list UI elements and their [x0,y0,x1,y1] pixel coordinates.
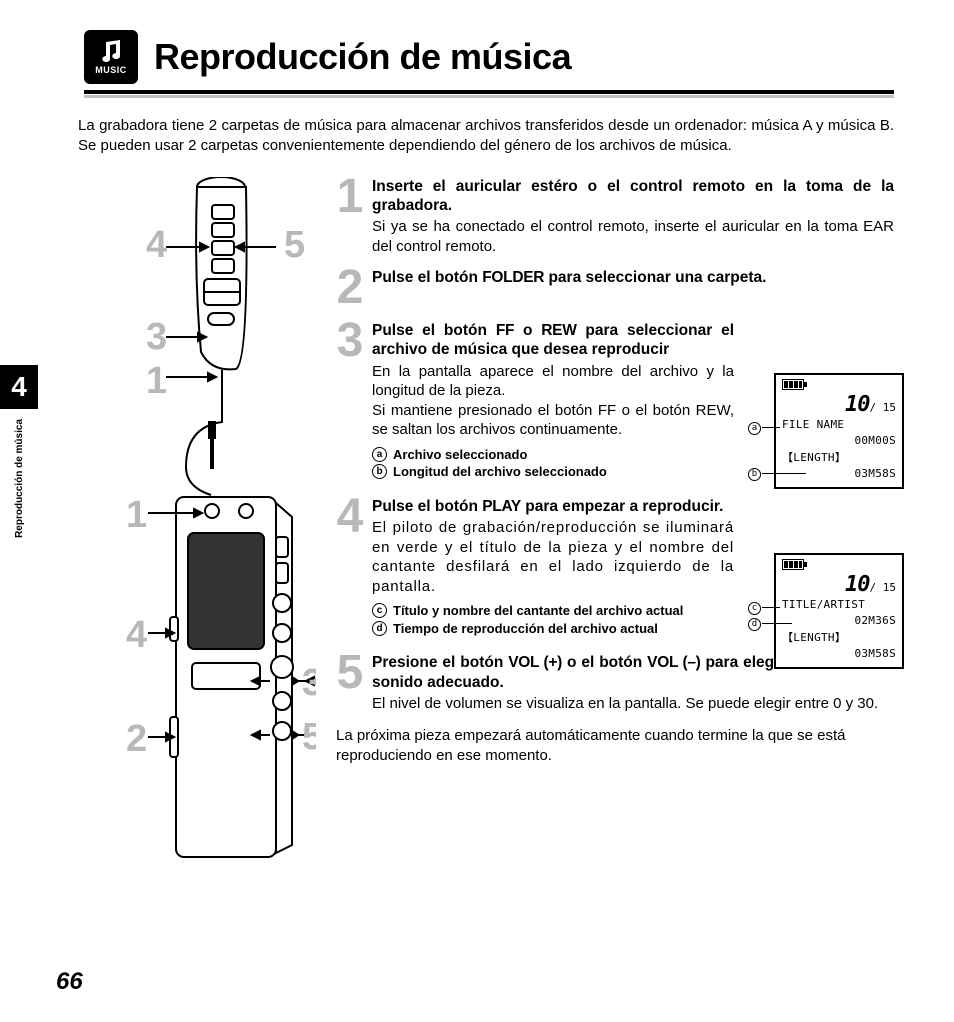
step-3-head: Pulse el botón FF o REW para seleccionar… [372,321,734,360]
outro-text: La próxima pieza empezará automáticament… [336,726,894,767]
step-2: 2 Pulse el botón FOLDER para seleccionar… [336,268,894,309]
step-1-body: Si ya se ha conectado el control remoto,… [372,217,894,256]
callout-5: 5 [284,224,305,266]
music-icon: MUSIC [84,30,138,84]
step-4-body: El piloto de grabación/reproducción se i… [372,518,734,596]
step-4-subitems: cTítulo y nombre del cantante del archiv… [372,602,734,637]
svg-text:3: 3 [302,662,316,704]
header-rule [56,90,894,94]
callout-4: 4 [146,224,167,266]
callout-3: 3 [146,316,167,358]
step-3-body1: En la pantalla aparece el nombre del arc… [372,362,734,401]
step-num-2: 2 [336,268,364,309]
page-number: 66 [56,968,83,996]
step-5-body: El nivel de volumen se visualiza en la p… [372,694,894,714]
main-content: 4 5 3 1 [56,177,894,882]
battery-icon [782,559,804,570]
page-header: MUSIC Reproducción de música [56,30,894,84]
device-svg: 4 5 3 1 [116,177,316,877]
battery-icon [782,379,804,390]
step-num-4: 4 [336,497,364,641]
chapter-number: 4 [0,365,38,409]
step-4-head: Pulse el botón PLAY para empezar a repro… [372,497,734,516]
step-1: 1 Inserte el auricular estéro o el contr… [336,177,894,257]
manual-page: MUSIC Reproducción de música La grabador… [0,0,954,1022]
lcd-screen-1: 10/ 15 FILE NAME 00M00S 【LENGTH】 03M58S … [774,373,904,489]
svg-text:1: 1 [126,494,147,536]
step-num-5: 5 [336,653,364,713]
step-num-1: 1 [336,177,364,257]
svg-text:4: 4 [126,614,147,656]
step-3-subitems: aArchivo seleccionado bLongitud del arch… [372,446,734,481]
callout-1: 1 [146,360,167,402]
music-icon-label: MUSIC [95,65,127,75]
step-num-3: 3 [336,321,364,485]
steps-column: 1 Inserte el auricular estéro o el contr… [336,177,894,882]
side-tab: 4 Reproducción de música [0,365,38,640]
step-3-body2: Si mantiene presionado el botón FF o el … [372,401,734,440]
svg-text:5: 5 [302,716,316,758]
intro-text: La grabadora tiene 2 carpetas de música … [56,116,894,157]
step-2-head: Pulse el botón FOLDER para seleccionar u… [372,268,894,287]
lcd-screen-2: 10/ 15 TITLE/ARTIST 02M36S 【LENGTH】 03M5… [774,553,904,669]
device-diagram: 4 5 3 1 [116,177,316,882]
step-1-head: Inserte el auricular estéro o el control… [372,177,894,216]
side-tab-label: Reproducción de música [14,419,25,538]
page-title: Reproducción de música [154,36,571,78]
svg-text:2: 2 [126,718,147,760]
